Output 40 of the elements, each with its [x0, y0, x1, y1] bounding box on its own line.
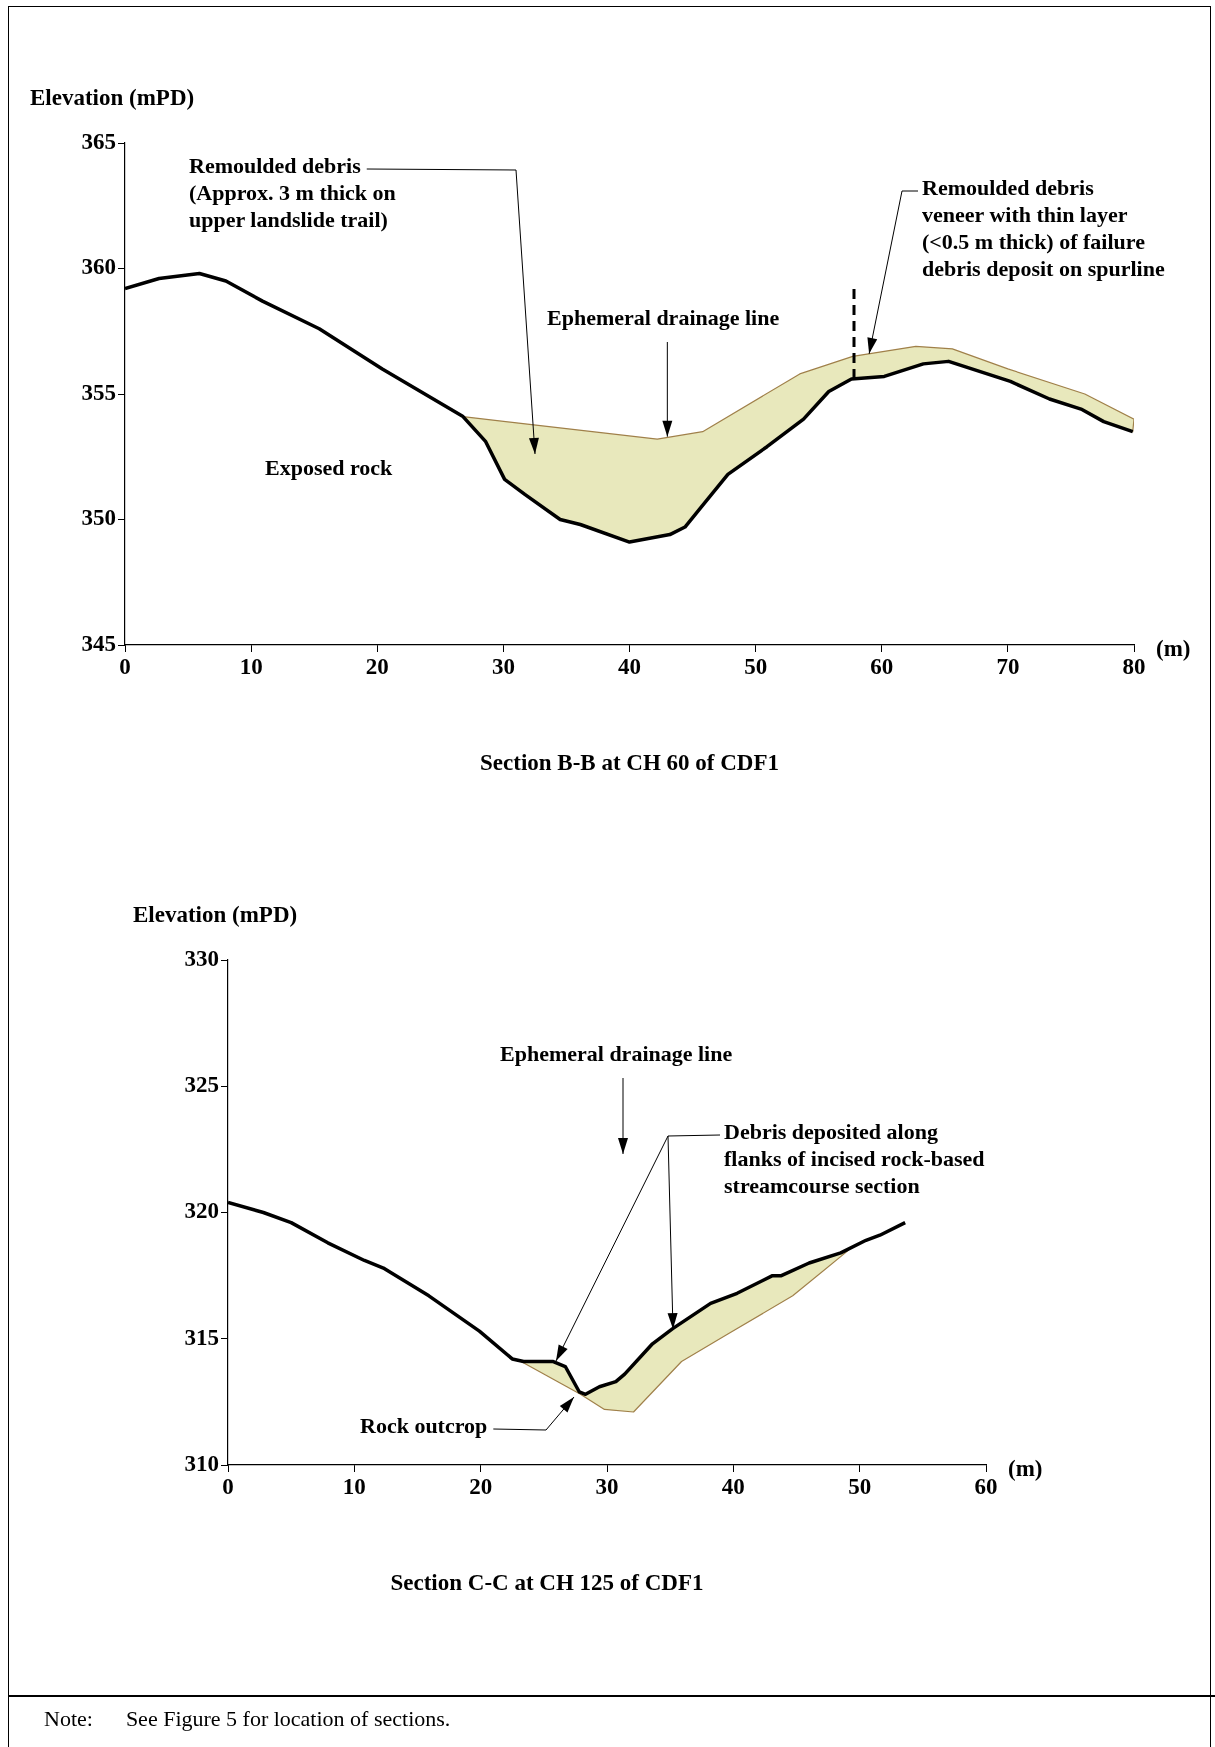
x-tick-label: 80 [1122, 653, 1146, 679]
y-tick-label: 365 [81, 128, 116, 154]
y-axis-title: Elevation (mPD) [30, 85, 195, 111]
y-tick-label: 350 [81, 505, 116, 531]
x-tick-label: 20 [365, 653, 389, 679]
x-tick-label: 70 [996, 653, 1020, 679]
x-axis-title: (m) [1008, 1456, 1043, 1482]
annotation: Rock outcrop [360, 1412, 488, 1438]
y-tick-label: 360 [81, 254, 116, 280]
y-tick-label: 330 [184, 945, 219, 971]
x-tick-label: 10 [342, 1473, 366, 1499]
x-tick-label: 30 [491, 653, 515, 679]
text: Section B-B at CH 60 of CDF1 [480, 750, 779, 776]
x-tick-label: 50 [848, 1473, 872, 1499]
y-tick-label: 320 [184, 1198, 219, 1224]
x-axis-title: (m) [1156, 636, 1191, 662]
annotation: Ephemeral drainage line [500, 1040, 733, 1066]
x-tick-label: 30 [595, 1473, 619, 1499]
y-tick-label: 355 [81, 379, 116, 405]
x-tick-label: 60 [974, 1473, 998, 1499]
annotation: Ephemeral drainage line [547, 304, 780, 330]
x-tick-label: 40 [618, 653, 641, 679]
text: Section C-C at CH 125 of CDF1 [390, 1570, 704, 1596]
x-tick-label: 20 [469, 1473, 493, 1499]
x-tick-label: 40 [721, 1473, 745, 1499]
y-tick-label: 325 [184, 1072, 219, 1098]
x-tick-label: 0 [222, 1473, 234, 1499]
x-tick-label: 50 [744, 653, 768, 679]
annotation: Exposed rock [265, 454, 394, 480]
y-tick-label: 315 [184, 1324, 219, 1350]
x-tick-label: 0 [119, 653, 131, 679]
x-tick-label: 60 [870, 653, 894, 679]
y-axis-title: Elevation (mPD) [133, 902, 298, 928]
annotation: Remoulded debris (Approx. 3 m thick on upper landslide trail) [189, 152, 396, 232]
annotation: Remoulded debris veneer with thin layer (<0.5 m thick) of failure debris deposit on spurline [922, 174, 1165, 281]
y-tick-label: 310 [184, 1450, 219, 1476]
x-tick-label: 10 [239, 653, 263, 679]
text: Note: See Figure 5 for location of sections. [44, 1706, 451, 1732]
annotation: Debris deposited along flanks of incised rock-based streamcourse section [724, 1118, 985, 1198]
y-tick-label: 345 [81, 630, 116, 656]
